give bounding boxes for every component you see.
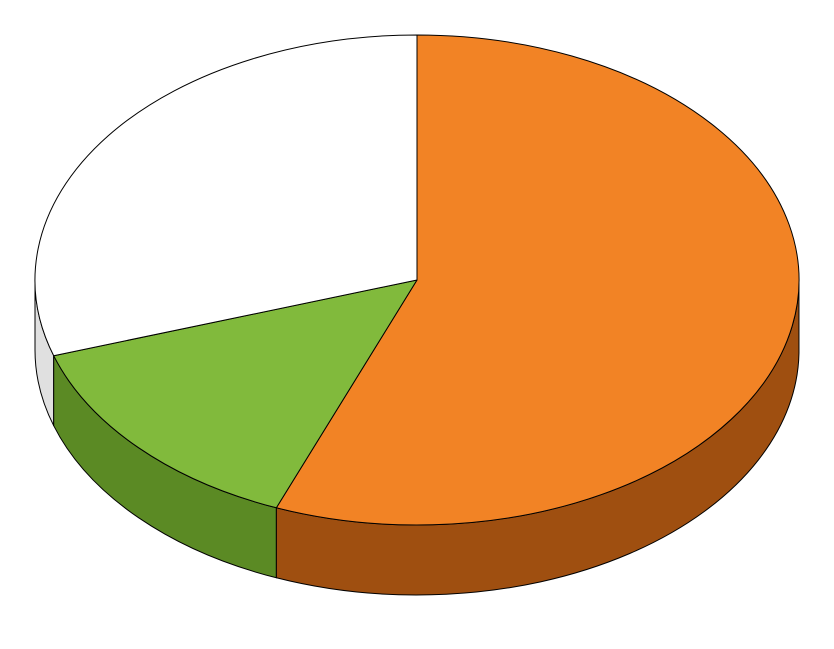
pie-chart-3d [0,0,834,649]
